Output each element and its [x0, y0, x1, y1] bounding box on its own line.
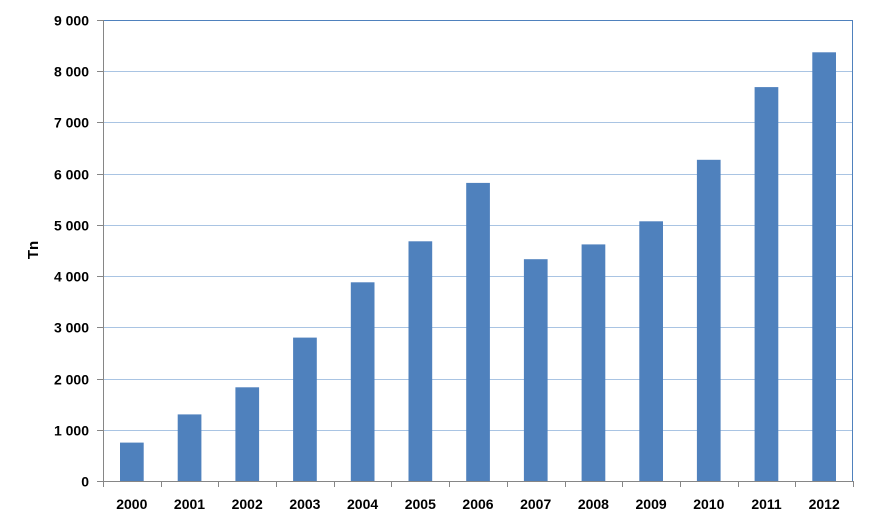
x-tick-label: 2003 [289, 496, 320, 512]
bar-2011 [754, 87, 779, 481]
y-tick-labels: 0 1 000 2 000 3 000 4 000 5 000 6 000 7 000 8 00… [54, 13, 89, 490]
x-tick-label: 2012 [809, 496, 840, 512]
bar-2006 [466, 182, 490, 481]
bar-2002 [235, 387, 260, 481]
x-tick-label: 2008 [578, 496, 609, 512]
x-tick-label: 2002 [232, 496, 263, 512]
bar-2009 [639, 221, 663, 482]
bars [120, 52, 836, 482]
x-tick-label: 2001 [174, 496, 205, 512]
x-tick-label: 2009 [636, 496, 667, 512]
y-tick-label: 8 000 [54, 64, 89, 80]
x-tick-label: 2005 [405, 496, 436, 512]
y-tick-label: 5 000 [54, 218, 89, 234]
x-tick-label: 2010 [693, 496, 724, 512]
bar-2004 [350, 282, 375, 481]
x-tick-labels: 2000 2001 2002 2003 2004 2005 2006 2007 2008 2009… [116, 496, 840, 512]
x-tick-label: 2011 [751, 496, 782, 512]
y-tick-label: 9 000 [54, 13, 89, 29]
x-tick-label: 2004 [347, 496, 378, 512]
y-axis-title: Tn [25, 241, 42, 259]
y-tick-label: 0 [81, 474, 89, 490]
x-tick-label: 2000 [116, 496, 147, 512]
y-tick-label: 7 000 [54, 115, 89, 131]
y-tick-label: 4 000 [54, 269, 89, 285]
y-tick-label: 3 000 [54, 320, 89, 336]
x-tick-label: 2007 [520, 496, 551, 512]
y-tick-label: 6 000 [54, 167, 89, 183]
bar-2005 [408, 241, 433, 481]
x-tick-label: 2006 [462, 496, 493, 512]
bar-2001 [177, 414, 202, 481]
axes [97, 20, 854, 487]
bar-2010 [696, 159, 721, 482]
bar-2007 [523, 259, 548, 481]
bar-2003 [293, 337, 317, 481]
y-tick-label: 2 000 [54, 372, 89, 388]
bar-2008 [581, 244, 606, 481]
bar-2012 [812, 52, 836, 482]
bar-2000 [120, 442, 144, 481]
y-tick-label: 1 000 [54, 423, 89, 439]
